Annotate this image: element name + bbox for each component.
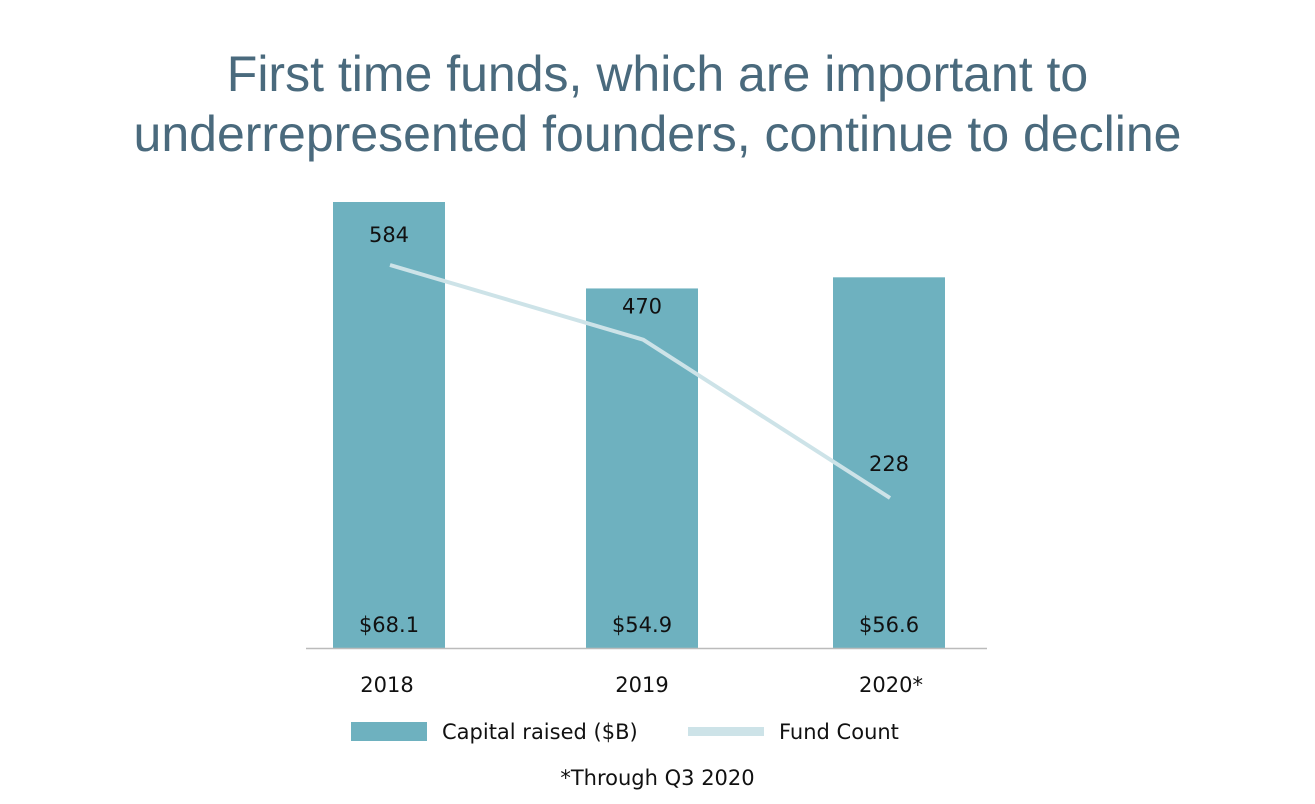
legend-label-fund-count: Fund Count	[779, 720, 899, 744]
line-value-label: 228	[869, 452, 909, 476]
x-tick-label: 2018	[360, 673, 413, 697]
bar-value-labels: $68.1 $54.9 $56.6	[359, 613, 919, 637]
bar-value-label: $54.9	[612, 613, 672, 637]
bar-value-label: $68.1	[359, 613, 419, 637]
legend-swatch-fund-count	[688, 727, 764, 736]
bar-2019	[586, 288, 698, 648]
legend: Capital raised ($B) Fund Count	[351, 720, 899, 744]
x-tick-label: 2019	[615, 673, 668, 697]
line-value-label: 584	[369, 223, 409, 247]
x-tick-label: 2020*	[859, 673, 923, 697]
line-value-label: 470	[622, 295, 662, 319]
x-tick-labels: 2018 2019 2020*	[360, 673, 923, 697]
fund-count-line	[389, 263, 892, 500]
legend-label-capital-raised: Capital raised ($B)	[442, 720, 638, 744]
bar-series	[333, 202, 945, 648]
line-value-labels: 584 470 228	[369, 223, 909, 476]
footnote: *Through Q3 2020	[560, 766, 755, 790]
chart-title-line-1: First time funds, which are important to	[226, 46, 1089, 102]
line-series	[389, 263, 892, 500]
bar-2018	[333, 202, 445, 648]
legend-swatch-capital-raised	[351, 722, 427, 741]
bar-2020	[833, 277, 945, 648]
bar-value-label: $56.6	[859, 613, 919, 637]
chart-title: First time funds, which are important to…	[0, 44, 1315, 164]
chart-title-line-2: underrepresented founders, continue to d…	[133, 106, 1182, 162]
